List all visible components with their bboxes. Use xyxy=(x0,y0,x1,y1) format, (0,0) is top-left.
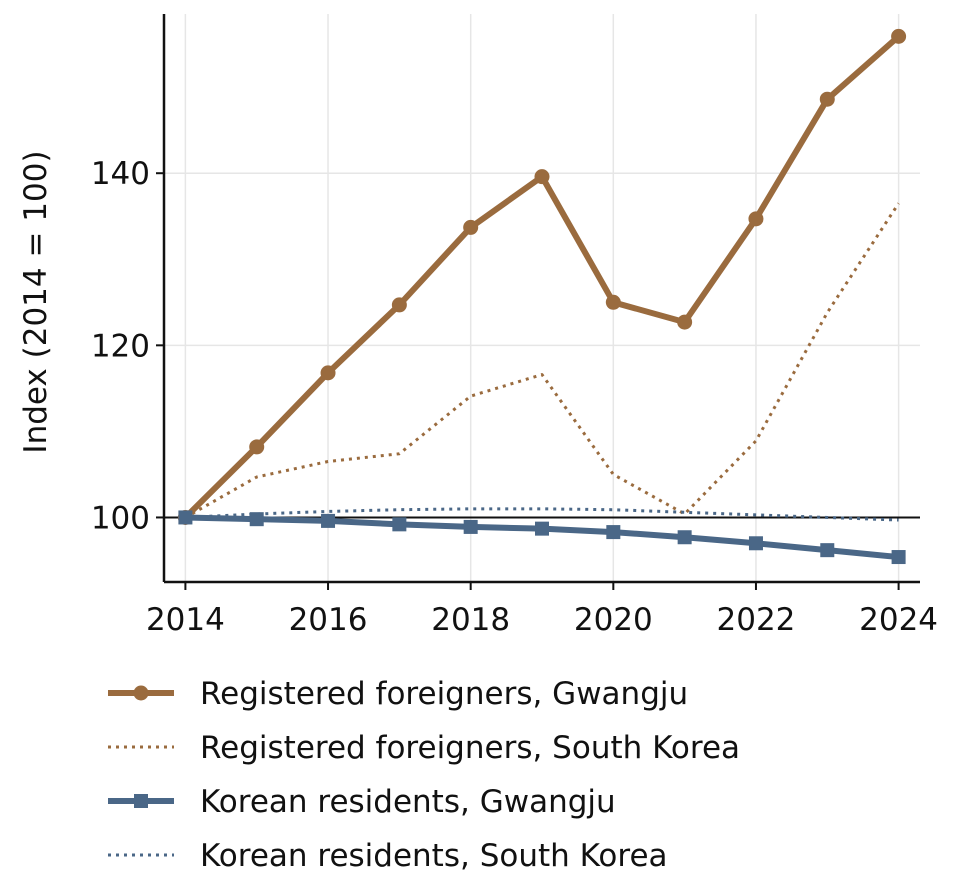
legend-label-3: Korean residents, Gwangju xyxy=(200,784,616,820)
data-point xyxy=(891,28,907,44)
data-point xyxy=(178,510,193,525)
y-axis-label: Index (2014 = 100) xyxy=(18,150,54,453)
x-tick-label: 2014 xyxy=(146,602,225,638)
data-point xyxy=(891,550,906,565)
x-tick-label: 2022 xyxy=(717,602,796,638)
data-point xyxy=(605,294,621,310)
data-point xyxy=(748,211,764,227)
data-point xyxy=(534,169,550,185)
x-axis-ticks: 2014 2016 2018 2020 2022 2024 xyxy=(146,582,938,638)
data-point xyxy=(748,536,763,551)
legend-marker xyxy=(133,685,149,701)
legend-label-2: Registered foreigners, South Korea xyxy=(200,730,740,766)
x-tick-label: 2016 xyxy=(289,602,368,638)
y-axis-ticks: 100 120 140 xyxy=(91,156,164,536)
data-point xyxy=(320,365,336,381)
legend: Registered foreigners, Gwangju Registered… xyxy=(108,676,740,874)
data-point xyxy=(249,439,265,455)
data-point xyxy=(463,219,479,235)
legend-label-1: Registered foreigners, Gwangju xyxy=(200,676,688,712)
series-line-4 xyxy=(185,507,899,522)
x-tick-label: 2020 xyxy=(574,602,653,638)
grid-lines xyxy=(164,14,920,582)
legend-marker xyxy=(134,794,148,808)
data-point xyxy=(677,314,693,330)
data-point xyxy=(677,530,692,545)
data-point xyxy=(535,521,549,536)
data-point xyxy=(819,91,835,107)
data-point xyxy=(392,517,407,532)
data-point xyxy=(606,525,621,540)
x-tick-label: 2018 xyxy=(431,602,510,638)
axes xyxy=(162,14,920,584)
data-point xyxy=(391,297,407,313)
data-point xyxy=(820,543,835,558)
legend-label-4: Korean residents, South Korea xyxy=(200,838,668,874)
series-group xyxy=(177,28,907,565)
series-line-1 xyxy=(182,33,902,521)
data-point xyxy=(321,513,336,528)
x-tick-label: 2024 xyxy=(859,602,938,638)
series-line-2 xyxy=(184,202,900,519)
y-tick-label: 100 xyxy=(91,500,150,536)
data-point xyxy=(249,512,264,527)
y-tick-label: 140 xyxy=(91,156,150,192)
y-tick-label: 120 xyxy=(91,328,150,364)
data-point xyxy=(463,519,478,534)
